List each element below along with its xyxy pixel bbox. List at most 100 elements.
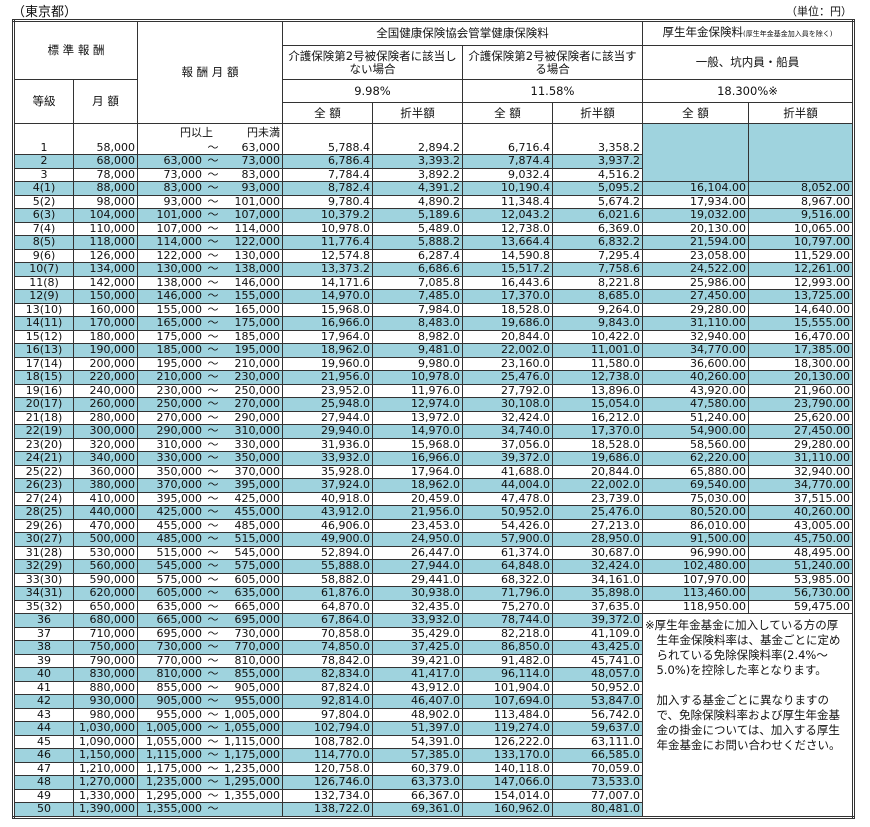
range-values: 146,000 ～ 155,000 xyxy=(140,290,280,302)
health-care-full: 133,170.0 xyxy=(461,748,553,763)
monthly-cell: 190,000 xyxy=(73,343,138,358)
range-upper: 138,000 xyxy=(234,262,280,276)
range-values: 425,000 ～ 455,000 xyxy=(140,506,280,518)
range-cell: 155,000 ～ 165,000 xyxy=(137,302,283,317)
pension-full: 31,110.00 xyxy=(641,316,749,331)
range-upper: 155,000 xyxy=(234,289,280,303)
range-tilde: ～ xyxy=(207,667,219,681)
health-no-care-full: 61,876.0 xyxy=(281,586,373,601)
monthly-cell: 750,000 xyxy=(73,640,138,655)
pension-half: 37,515.00 xyxy=(747,491,854,506)
health-care-full: 107,694.0 xyxy=(461,694,553,709)
range-upper: 955,000 xyxy=(234,694,280,708)
range-cell: 515,000 ～ 545,000 xyxy=(137,545,283,560)
health-no-care-half: 5,489.0 xyxy=(371,221,463,236)
range-upper: 165,000 xyxy=(234,303,280,316)
table-row: 26(23) 380,000 370,000 ～ 395,000 37,924.0 18,9… xyxy=(13,478,854,493)
health-no-care-full: 17,964.0 xyxy=(281,329,373,344)
range-lower: 210,000 xyxy=(156,370,203,384)
grade-cell: 39 xyxy=(13,653,74,668)
health-no-care-half: 17,964.0 xyxy=(371,464,463,479)
grade-cell: 45 xyxy=(13,734,74,749)
range-upper: 425,000 xyxy=(234,492,280,505)
range-upper: 855,000 xyxy=(234,667,280,681)
health-no-care-full: 70,858.0 xyxy=(281,626,373,641)
pension-full: 21,594.00 xyxy=(641,235,749,250)
range-cell: 1,055,000 ～ 1,115,000 xyxy=(137,734,283,749)
range-lower: 905,000 xyxy=(156,694,203,708)
health-no-care-full: 21,956.0 xyxy=(281,370,373,385)
grade-cell: 29(26) xyxy=(13,518,74,533)
table-row: 22(19) 300,000 290,000 ～ 310,000 29,940.0 14,9… xyxy=(13,424,854,439)
pension-full: 19,032.00 xyxy=(641,208,749,223)
range-cell: 270,000 ～ 290,000 xyxy=(137,410,283,425)
range-cell: 425,000 ～ 455,000 xyxy=(137,505,283,520)
monthly-cell: 830,000 xyxy=(73,667,138,682)
pension-half: 59,475.00 xyxy=(747,599,854,614)
grade-cell: 48 xyxy=(13,775,74,790)
header-half: 折半額 xyxy=(747,102,854,124)
range-tilde: ～ xyxy=(207,289,219,303)
health-care-full: 91,482.0 xyxy=(461,653,553,668)
health-no-care-full: 37,924.0 xyxy=(281,478,373,493)
health-care-half: 41,109.0 xyxy=(551,626,643,641)
table-row: 33(30) 590,000 575,000 ～ 605,000 58,882.0 29,4… xyxy=(13,572,854,587)
range-values: 810,000 ～ 855,000 xyxy=(140,668,280,680)
header-half: 折半額 xyxy=(551,102,643,124)
health-no-care-half: 5,888.2 xyxy=(371,235,463,250)
range-upper: 665,000 xyxy=(234,600,280,613)
health-care-half: 37,635.0 xyxy=(551,599,643,614)
grade-cell: 20(17) xyxy=(13,397,74,412)
health-care-half: 6,369.0 xyxy=(551,221,643,236)
monthly-cell: 78,000 xyxy=(73,167,138,182)
monthly-cell: 980,000 xyxy=(73,707,138,722)
table-row: 32(29) 560,000 545,000 ～ 575,000 55,888.0 27,9… xyxy=(13,559,854,574)
health-no-care-half: 41,417.0 xyxy=(371,667,463,682)
monthly-cell: 1,270,000 xyxy=(73,775,138,790)
health-care-half: 53,847.0 xyxy=(551,694,643,709)
table-row: 42 930,000 905,000 ～ 955,000 92,814.0 46,407.0… xyxy=(13,694,854,709)
range-lower: 114,000 xyxy=(156,235,203,249)
range-lower: 185,000 xyxy=(156,343,203,357)
health-care-full: 14,590.8 xyxy=(461,248,553,263)
grade-cell: 43 xyxy=(13,707,74,722)
table-row: 6(3) 104,000 101,000 ～ 107,000 10,379.2 5,189.… xyxy=(13,208,854,223)
health-no-care-half: 46,407.0 xyxy=(371,694,463,709)
range-cell: 485,000 ～ 515,000 xyxy=(137,532,283,547)
health-care-half: 35,898.0 xyxy=(551,586,643,601)
health-care-half: 23,739.0 xyxy=(551,491,643,506)
table-row: 30(27) 500,000 485,000 ～ 515,000 49,900.0 24,9… xyxy=(13,532,854,547)
health-no-care-half: 35,429.0 xyxy=(371,626,463,641)
table-row: 1 58,000 円以上 円未満～ 63,000 5,788.4 2,894.2 6,716.… xyxy=(13,123,854,182)
header-pension-note: (厚生年金基金加入員を除く) xyxy=(743,30,833,38)
range-cell: 310,000 ～ 330,000 xyxy=(137,437,283,452)
range-upper: 635,000 xyxy=(234,586,280,600)
health-no-care-full: 126,746.0 xyxy=(281,775,373,790)
table-row: 50 1,390,000 1,355,000 ～ 138,722.0 69,361.0 16… xyxy=(13,802,854,818)
health-no-care-full: 55,888.0 xyxy=(281,559,373,574)
range-tilde: ～ xyxy=(207,357,219,370)
grade-cell: 42 xyxy=(13,694,74,709)
range-cell: 1,235,000 ～ 1,295,000 xyxy=(137,775,283,790)
health-no-care-full: 67,864.0 xyxy=(281,613,373,628)
pension-full: 75,030.00 xyxy=(641,491,749,506)
range-lower: 146,000 xyxy=(156,289,203,303)
pension-half: 8,967.00 xyxy=(747,194,854,209)
range-values: 73,000 ～ 83,000 xyxy=(140,169,280,181)
health-care-full: 113,484.0 xyxy=(461,707,553,722)
range-cell: 101,000 ～ 107,000 xyxy=(137,208,283,223)
pension-half: 31,110.00 xyxy=(747,451,854,466)
table-row: 34(31) 620,000 605,000 ～ 635,000 61,876.0 30,9… xyxy=(13,586,854,601)
monthly-cell: 110,000 xyxy=(73,221,138,236)
health-care-half: 3,937.2 xyxy=(551,154,643,169)
monthly-cell: 530,000 xyxy=(73,545,138,560)
health-care-full: 68,322.0 xyxy=(461,572,553,587)
range-lower: 93,000 xyxy=(163,195,203,208)
monthly-cell: 126,000 xyxy=(73,248,138,263)
grade-cell: 27(24) xyxy=(13,491,74,506)
monthly-cell: 410,000 xyxy=(73,491,138,506)
grade-cell: 5(2) xyxy=(13,194,74,209)
health-no-care-half: 6,287.4 xyxy=(371,248,463,263)
range-tilde: ～ xyxy=(207,330,219,343)
grade-cell: 47 xyxy=(13,761,74,776)
